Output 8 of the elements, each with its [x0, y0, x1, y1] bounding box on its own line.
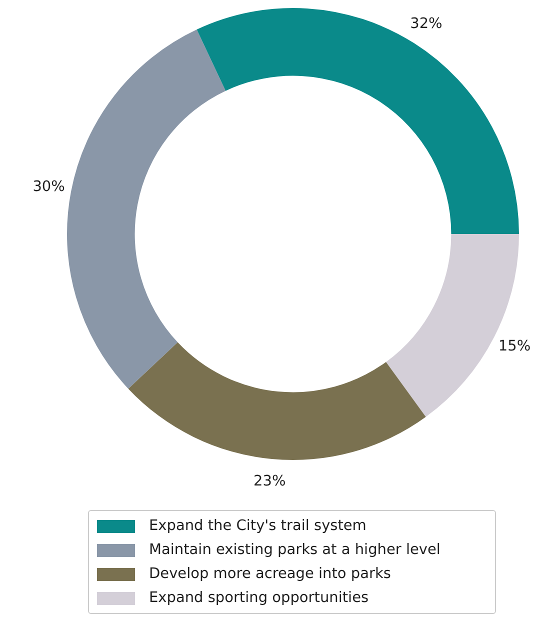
legend-label: Expand sporting opportunities	[149, 590, 369, 606]
data-label: 15%	[498, 338, 531, 355]
data-label: 23%	[253, 473, 286, 490]
legend-label: Develop more acreage into parks	[149, 566, 391, 582]
data-label: 30%	[32, 179, 65, 196]
legend-label: Expand the City's trail system	[149, 518, 366, 534]
data-label: 32%	[410, 16, 442, 32]
legend-label: Maintain existing parks at a higher level	[149, 542, 440, 558]
